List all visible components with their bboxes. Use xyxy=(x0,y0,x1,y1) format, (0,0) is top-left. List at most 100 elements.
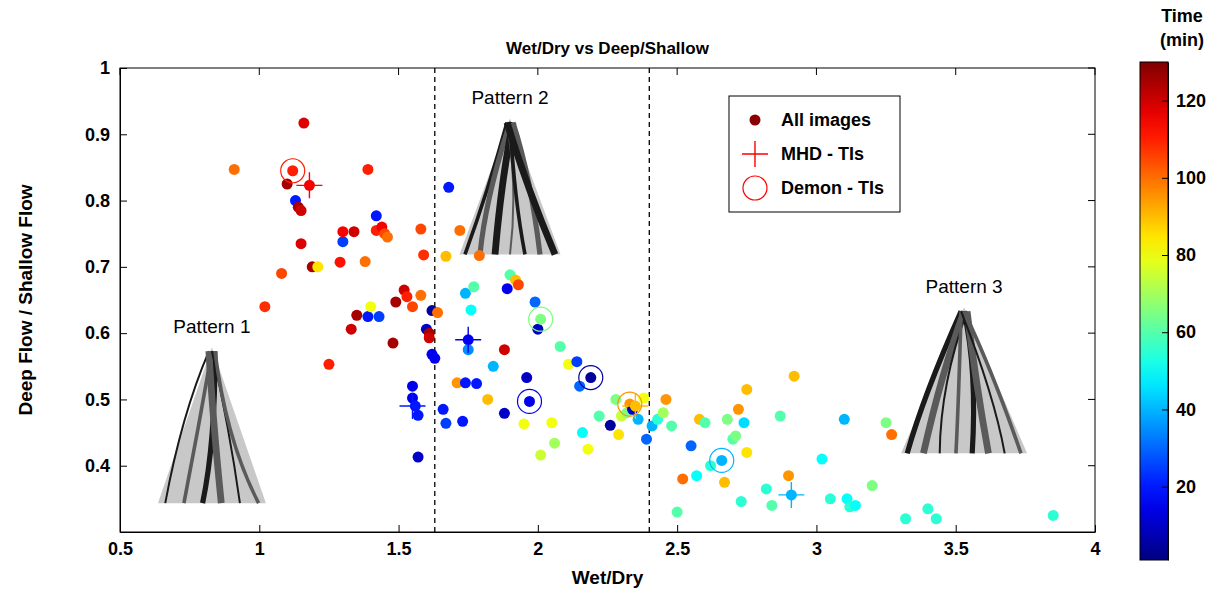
data-point xyxy=(229,164,240,175)
data-point xyxy=(413,410,424,421)
data-point xyxy=(346,324,357,335)
data-point xyxy=(766,500,777,511)
tick: 0.9 xyxy=(85,125,127,145)
data-point xyxy=(443,182,454,193)
data-point xyxy=(613,429,624,440)
data-point xyxy=(360,256,371,267)
tick: 20 xyxy=(1162,477,1196,497)
pattern-thumbnail xyxy=(458,114,563,254)
data-point xyxy=(775,411,786,422)
tick-mark xyxy=(1088,465,1095,466)
data-point xyxy=(618,392,642,416)
data-point xyxy=(335,257,346,268)
data-point xyxy=(482,394,493,405)
data-point xyxy=(886,429,897,440)
data-point xyxy=(400,393,426,419)
chart-svg: 0.511.522.533.540.40.50.60.70.80.91Wet/D… xyxy=(0,0,1225,596)
data-point xyxy=(382,232,393,243)
data-point xyxy=(518,418,529,429)
data-point xyxy=(429,353,440,364)
data-point xyxy=(323,359,334,370)
tick-mark xyxy=(120,201,127,202)
thumbnail-fan xyxy=(158,347,266,503)
data-point xyxy=(468,281,479,292)
data-point xyxy=(577,427,588,438)
tick-mark xyxy=(677,68,678,75)
tick-label: 100 xyxy=(1176,168,1206,188)
tick: 2 xyxy=(533,525,543,559)
data-point xyxy=(407,381,418,392)
data-point xyxy=(1048,510,1059,521)
tick-mark xyxy=(816,525,817,532)
tick: 3 xyxy=(812,525,822,559)
thumbnail-channel xyxy=(956,311,961,453)
data-point xyxy=(900,513,911,524)
legend-marker xyxy=(743,176,767,200)
data-point xyxy=(440,418,451,429)
tick-label: 0.9 xyxy=(85,125,110,145)
tick: 120 xyxy=(1162,91,1206,111)
data-point xyxy=(418,249,429,260)
tick-label: 120 xyxy=(1176,91,1206,111)
tick-label: 1 xyxy=(100,58,110,78)
data-point xyxy=(922,503,933,514)
tick: 1.5 xyxy=(387,525,412,559)
thumbnail-fan xyxy=(460,118,561,254)
colorbar-axis: 20406080100120 xyxy=(1162,63,1206,561)
tick-mark xyxy=(1162,178,1168,179)
tick-label: 1.5 xyxy=(387,539,412,559)
data-point xyxy=(546,417,557,428)
data-point xyxy=(610,394,621,405)
tick-mark xyxy=(120,466,127,467)
tick: 80 xyxy=(1162,245,1196,265)
tick-mark xyxy=(259,68,260,75)
data-point xyxy=(365,301,376,312)
tick: 0.6 xyxy=(85,323,127,343)
tick-mark xyxy=(120,333,127,334)
tick: 40 xyxy=(1162,400,1196,420)
x-axis: 0.511.522.533.54 xyxy=(108,525,1101,559)
colorbar-title-line: (min) xyxy=(1160,30,1204,50)
data-point xyxy=(716,455,727,466)
annotation-label: Pattern 1 xyxy=(173,316,250,337)
data-point xyxy=(362,311,373,322)
data-point xyxy=(424,332,435,343)
data-point xyxy=(432,307,443,318)
colorbar-axis-line xyxy=(1168,63,1169,561)
data-point xyxy=(351,310,362,321)
colorbar xyxy=(1140,62,1168,560)
tick-mark xyxy=(1162,101,1168,102)
tick-mark xyxy=(1162,487,1168,488)
tick: 3.5 xyxy=(944,525,969,559)
data-point xyxy=(672,507,683,518)
tick-mark xyxy=(1088,134,1095,135)
data-point xyxy=(524,396,535,407)
data-point xyxy=(474,250,485,261)
data-point xyxy=(594,411,605,422)
data-point xyxy=(730,430,741,441)
thumbnail-channel xyxy=(923,311,964,453)
data-point xyxy=(686,440,697,451)
data-point xyxy=(296,205,307,216)
tick-label: 0.7 xyxy=(85,257,110,277)
tick-label: 0.6 xyxy=(85,323,110,343)
dashed-line xyxy=(434,68,435,532)
tick-mark xyxy=(1088,399,1095,400)
data-point xyxy=(733,404,744,415)
tick-mark xyxy=(399,525,400,532)
data-point xyxy=(761,483,772,494)
tick-label: 4 xyxy=(1090,539,1100,559)
data-point xyxy=(296,172,322,198)
data-point xyxy=(521,372,532,383)
tick: 1 xyxy=(255,525,265,559)
data-point xyxy=(282,179,293,190)
data-point xyxy=(466,304,477,315)
data-point xyxy=(298,118,309,129)
tick-mark xyxy=(259,525,260,532)
data-point xyxy=(867,480,878,491)
data-point xyxy=(710,448,734,472)
tick-mark xyxy=(120,267,127,268)
data-point xyxy=(605,420,616,431)
data-point xyxy=(388,338,399,349)
tick-mark xyxy=(120,134,127,135)
